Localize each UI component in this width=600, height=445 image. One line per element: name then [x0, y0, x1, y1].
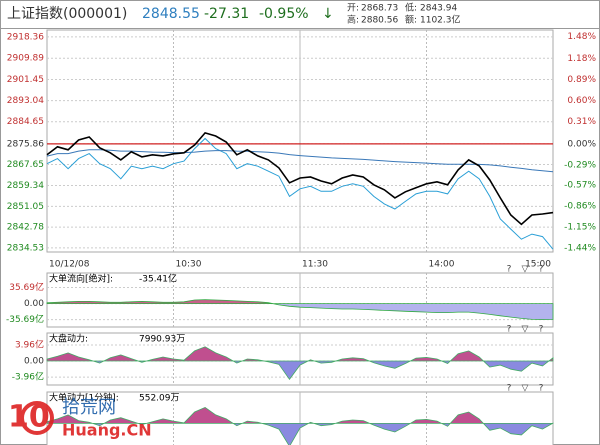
- watermark: 10 拾荒网 Huang.CN: [8, 397, 152, 440]
- y2-tick-label: 0.00%: [567, 139, 596, 149]
- panel-title: 大单动力[1分钟]:: [49, 392, 119, 404]
- y2-tick-label: -0.57%: [564, 181, 596, 191]
- y-tick-label: 2909.89: [7, 54, 44, 64]
- panel: 10/12/08 10:30 11:30 14:00 15:00 2918.36 2909.…: [7, 29, 596, 270]
- stat-value: 2880.56: [361, 16, 398, 26]
- x-tick-label: 11:30: [302, 260, 328, 270]
- panel-title: 大单流向[绝对]:: [49, 273, 113, 285]
- y-tick-label: -3.96亿: [12, 371, 44, 383]
- y2-tick-label: 0.31%: [567, 117, 596, 127]
- y-tick-label: 2851.05: [7, 202, 44, 212]
- y2-tick-label: -0.29%: [564, 160, 596, 170]
- y2-tick-label: -0.86%: [564, 202, 596, 212]
- y2-tick-label: -1.15%: [564, 223, 596, 233]
- y-tick-label: -35.69亿: [6, 313, 44, 325]
- x-tick-label: 10/12/08: [49, 260, 90, 270]
- price-line: [46, 137, 554, 250]
- panel-headline: -35.41亿: [139, 273, 177, 285]
- charts: 10/12/08 10:30 11:30 14:00 15:00 2918.36 2909.…: [6, 29, 596, 445]
- y2-tick-label: -1.44%: [564, 244, 596, 254]
- panel-control: ▽: [522, 384, 529, 394]
- x-tick-label: 15:00: [525, 260, 551, 270]
- x-tick-label: 10:30: [176, 260, 202, 270]
- y2-tick-label: 1.48%: [567, 32, 596, 42]
- y-tick-label: 2893.04: [7, 96, 44, 106]
- watermark-name: 拾荒网: [62, 397, 116, 418]
- watermark-site: Huang.CN: [62, 421, 152, 440]
- y-tick-label: 2901.45: [7, 75, 44, 85]
- panel-control: ?: [507, 265, 512, 275]
- stat-label: 开:: [347, 3, 359, 14]
- y2-tick-label: 1.18%: [567, 54, 596, 64]
- arrow: ↓: [322, 6, 334, 22]
- panel-title: 大盘动力:: [49, 333, 88, 345]
- change-pct: -0.95%: [259, 6, 309, 22]
- panel-headline: 7990.93万: [139, 335, 185, 345]
- y-tick-label: 2867.65: [7, 160, 44, 170]
- flow-area: [46, 346, 554, 380]
- panel-control: ?: [507, 325, 512, 335]
- watermark-number: 10: [8, 400, 50, 435]
- flow-area: [46, 406, 554, 445]
- y-tick-label: 2884.65: [7, 117, 44, 127]
- stat-value: 2868.73: [361, 4, 398, 14]
- y-tick-label: 2842.78: [7, 223, 44, 233]
- y-tick-label: 2875.86: [7, 139, 44, 149]
- y-tick-label: 2859.34: [7, 181, 44, 191]
- panel: 35.69亿 0.00 -35.69亿 大单流向[绝对]: -35.41亿? ▽?: [6, 265, 554, 328]
- y-tick-label: 0.00: [24, 357, 44, 367]
- panel-control: ▽: [522, 265, 529, 275]
- panel-control: ?: [539, 384, 544, 394]
- y-tick-label: 2834.53: [7, 243, 44, 253]
- panel: 3.96亿 0.00 -3.96亿 大盘动力: 7990.93万? ▽?: [12, 325, 554, 386]
- watermark-ring: [20, 401, 54, 435]
- price-line: [46, 131, 554, 226]
- stat-label: 额:: [405, 14, 417, 26]
- index-name: 上证指数(000001): [7, 6, 127, 22]
- stat-label: 高:: [347, 14, 359, 26]
- stat-value: 2843.94: [420, 4, 457, 14]
- x-tick-label: 14:00: [429, 260, 455, 270]
- y-tick-label: 2918.36: [7, 32, 44, 42]
- panel: 大单动力[1分钟]: 552.09万? ▽?: [46, 384, 554, 445]
- stat-value: 1102.3亿: [420, 14, 461, 26]
- panel-control: ▽: [522, 325, 529, 335]
- flow-area: [46, 299, 554, 321]
- y-tick-label: 3.96亿: [15, 338, 44, 350]
- y2-tick-label: 0.89%: [567, 75, 596, 85]
- y-tick-label: 0.00: [24, 299, 44, 309]
- panel-control: ?: [507, 384, 512, 394]
- y2-tick-label: 0.60%: [567, 96, 596, 106]
- panel-control: ?: [539, 265, 544, 275]
- y-tick-label: 35.69亿: [9, 281, 44, 293]
- stat-label: 低:: [405, 2, 417, 14]
- change: -27.31: [204, 6, 249, 22]
- panel-control: ?: [539, 325, 544, 335]
- price: 2848.55: [142, 6, 200, 22]
- panel-headline: 552.09万: [139, 394, 180, 404]
